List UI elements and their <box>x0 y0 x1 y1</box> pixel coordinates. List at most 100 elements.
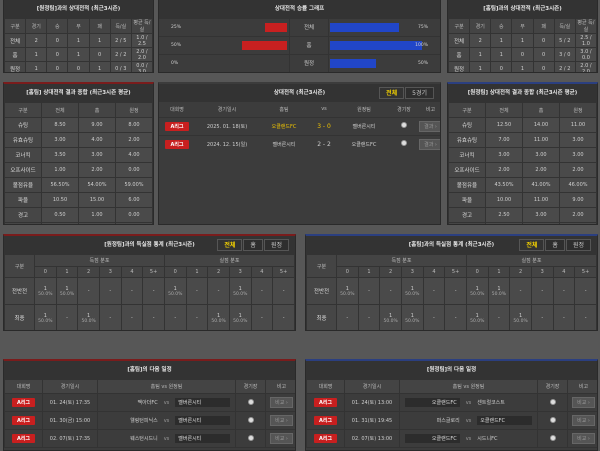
cell: 14.00 <box>522 117 560 133</box>
cell: 9.00 <box>559 192 597 208</box>
cell: 2.00 <box>559 207 597 223</box>
home-team[interactable]: 멜버른시티 <box>272 141 296 148</box>
stats-table: 구분 경기 승 무 패 득/실 평균 득/실 전체 2 1 1 0 5 / 2 2.5 / 1.0 홈 1 1 0… <box>448 18 597 72</box>
cell: 43.50% <box>485 177 523 193</box>
cell: 54.00% <box>78 177 116 193</box>
header-row: 구분 전체 홈 원정 <box>4 102 153 118</box>
graph-row: 0% 원정 50% <box>159 54 440 72</box>
tab-0[interactable]: 전체 <box>519 239 545 251</box>
away-team[interactable]: 멜버른시티 <box>352 123 376 130</box>
cell: A리그 <box>306 429 345 448</box>
count: - <box>368 288 370 294</box>
home-team[interactable]: 웨스턴시드니 <box>130 436 158 442</box>
away-team[interactable]: 멜버른시티 <box>175 434 231 443</box>
schedule-row: A리그 01. 30(금) 15:00 웰링턴피닉스 vs 멜버른시티 비교 › <box>4 411 295 430</box>
cell: 맥아더FC vs 멜버른시티 <box>97 393 236 412</box>
cell: 2.0 / 2.0 <box>574 61 597 72</box>
tab-1[interactable]: 5경기 <box>405 87 434 99</box>
column-header: 원정팀 <box>339 102 389 117</box>
cell: 0 <box>490 61 513 72</box>
compare-button[interactable]: 비교 › <box>572 415 595 426</box>
home-team[interactable]: 맥아더FC <box>137 400 158 406</box>
table-row: 슈팅 8.50 9.00 8.00 <box>4 117 153 133</box>
table-row: 파울 10.00 11.00 9.00 <box>448 192 597 208</box>
home-team[interactable]: 오클랜드FC <box>271 123 297 130</box>
row-label: 퇴장 <box>4 222 42 224</box>
stadium-icon[interactable] <box>401 140 407 147</box>
result-button[interactable]: 결과 › <box>419 138 440 150</box>
away-team[interactable]: 멜버른시티 <box>175 416 231 425</box>
cell: A리그 <box>159 134 195 153</box>
column-header: 경기 <box>469 18 492 34</box>
compare-button[interactable]: 비교 › <box>572 397 595 408</box>
panel-title-text: [홈팀]의 다음 일정 <box>127 367 172 373</box>
cell: - <box>55 304 79 330</box>
stadium-icon[interactable] <box>247 434 254 441</box>
column-header: 평균 득/실 <box>574 18 597 34</box>
cell: 1 <box>469 61 492 72</box>
cell: - <box>574 304 597 330</box>
row-label: 코너킥 <box>448 147 486 163</box>
count: - <box>282 315 285 321</box>
row-label: 전반전 <box>306 277 337 305</box>
cell: 1 50.0% <box>465 277 489 305</box>
count: - <box>389 288 392 294</box>
cell: 3.00 <box>78 147 116 163</box>
table-row: 경고 0.50 1.00 0.00 <box>4 207 153 223</box>
home-team[interactable]: 오클랜드FC <box>404 434 460 443</box>
cell: 오클랜드FC <box>339 134 389 153</box>
schedule-row: A리그 01. 24(토) 17:35 맥아더FC vs 멜버른시티 비교 › <box>4 393 295 412</box>
compare-button[interactable]: 비교 › <box>270 415 293 426</box>
tab-0[interactable]: 전체 <box>217 239 243 251</box>
away-team[interactable]: 오클랜드FC <box>477 416 533 425</box>
league-badge: A리그 <box>11 434 36 443</box>
table-row: 볼점유율 56.50% 54.00% 59.00% <box>4 177 153 193</box>
tab-2[interactable]: 원정 <box>263 239 289 251</box>
win-rate-graph-panel: 상대전적 승률 그래프 25% 전체 75% 50% 홈 100% 0% 원정 50% <box>158 0 441 73</box>
cell: 2 - 2 <box>309 134 339 153</box>
schedule-table: 대회명 경기일시 홈팀 vs 원정팀 경기장 비고 A리그 01. 24(토) 13:00 오… <box>306 379 597 448</box>
column-header: 경기일시 <box>42 379 98 394</box>
cell: - <box>336 304 359 330</box>
away-rate-bar <box>330 23 399 32</box>
column-header: 경기 <box>25 18 48 34</box>
tab-1[interactable]: 홈 <box>545 239 565 251</box>
goal-distribution-table: 구분 득점 분포 실점 분포 0 1 2 3 4 5+ 0 1 2 3 4 5+ 전반전 1 50.0% - -1 50… <box>306 254 597 330</box>
away-team[interactable]: 오클랜드FC <box>351 141 377 148</box>
match-date: 02. 07(토) 13:00 <box>351 436 393 442</box>
panel-title-text: [원정팀] 상대전적 결과 종합 (최근3시즌 평균) <box>467 90 578 96</box>
home-team[interactable]: 웰링턴피닉스 <box>130 418 158 424</box>
stadium-icon[interactable] <box>549 434 556 441</box>
count: - <box>562 315 565 321</box>
stadium-icon[interactable] <box>549 416 556 423</box>
column-header: 대회명 <box>4 379 43 394</box>
percent: 50.0% <box>405 318 420 324</box>
cell: 퍼스글로리 vs 오클랜드FC <box>399 411 538 430</box>
cell: 1 50.0% <box>400 304 424 330</box>
stadium-icon[interactable] <box>549 398 556 405</box>
home-team[interactable]: 오클랜드FC <box>404 398 460 407</box>
home-rate-label: 0% <box>171 61 179 66</box>
away-team[interactable]: 멜버른시티 <box>175 398 231 407</box>
bucket-header: 1 <box>185 266 209 278</box>
stadium-icon[interactable] <box>247 416 254 423</box>
count: - <box>541 288 544 294</box>
away-team[interactable]: 센트럴코스트 <box>477 400 505 406</box>
compare-button[interactable]: 비교 › <box>270 433 293 444</box>
compare-button[interactable]: 비교 › <box>270 397 293 408</box>
compare-button[interactable]: 비교 › <box>572 433 595 444</box>
away-team[interactable]: 시드니FC <box>477 436 498 442</box>
column-header: 홈팀 vs 원정팀 <box>399 379 538 394</box>
tab-2[interactable]: 원정 <box>565 239 591 251</box>
stadium-icon[interactable] <box>401 122 407 128</box>
count: - <box>433 288 435 294</box>
home-team[interactable]: 퍼스글로리 <box>436 418 460 424</box>
result-button[interactable]: 결과 › <box>419 120 440 132</box>
matchup: 맥아더FC vs 멜버른시티 <box>98 398 235 407</box>
column-header: 구분 <box>4 18 27 34</box>
tab-0[interactable]: 전체 <box>379 87 405 99</box>
cell: 1 50.0% <box>336 277 359 305</box>
stadium-icon[interactable] <box>247 398 254 405</box>
tab-1[interactable]: 홈 <box>243 239 263 251</box>
